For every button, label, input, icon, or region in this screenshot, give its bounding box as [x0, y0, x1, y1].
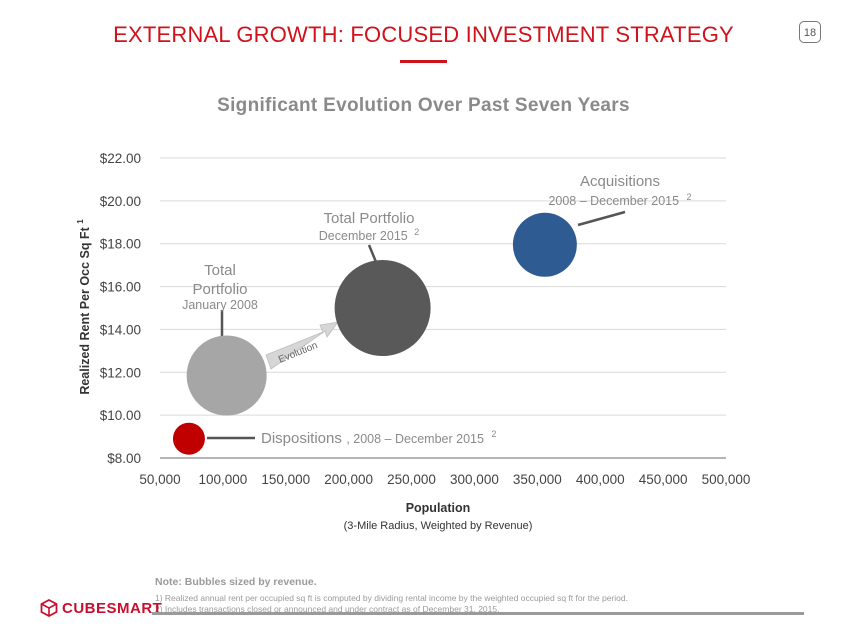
bubble-total-2015 — [334, 260, 431, 356]
x-tick-label: 500,000 — [702, 472, 751, 487]
label-total-2015-line2: December 2015 — [319, 229, 408, 243]
x-tick-label: 300,000 — [450, 472, 499, 487]
label-acq-line2-group: 2008 – December 2015 2 — [548, 192, 691, 209]
cube-icon — [40, 599, 58, 617]
y-tick-label: $20.00 — [100, 194, 141, 209]
label-total-2008-line2: Portfolio — [192, 281, 247, 298]
bubbles-layer — [172, 212, 577, 455]
label-dispositions-period: , 2008 – December 2015 — [346, 432, 484, 446]
x-tick-label: 50,000 — [139, 472, 180, 487]
x-tick-label: 450,000 — [639, 472, 688, 487]
y-axis-label: Realized Rent Per Occ Sq Ft 1 — [76, 219, 92, 395]
x-axis-sublabel: (3-Mile Radius, Weighted by Revenue) — [344, 520, 533, 532]
leader-acquisitions — [577, 210, 626, 227]
y-tick-label: $12.00 — [100, 365, 141, 380]
label-total-2015-sup: 2 — [414, 227, 419, 237]
x-axis-ticks: 50,000 100,000 150,000 200,000 250,000 300,00… — [139, 472, 750, 487]
label-total-2008-line1: Total — [204, 262, 236, 279]
x-tick-label: 400,000 — [576, 472, 625, 487]
bubble-total-2008 — [186, 335, 267, 416]
label-acq-sup: 2 — [687, 192, 692, 202]
note-main: Note: Bubbles sized by revenue. — [155, 576, 317, 588]
label-dispositions-name: Dispositions — [261, 430, 342, 447]
note-footnote-2: 2) Includes transactions closed or annou… — [155, 603, 500, 614]
x-tick-label: 200,000 — [324, 472, 373, 487]
y-axis-label-sup: 1 — [76, 219, 85, 224]
label-acq-line2: 2008 – December 2015 — [548, 194, 679, 208]
x-axis-label: Population — [406, 501, 471, 515]
label-total-2008-line3: January 2008 — [182, 298, 258, 312]
y-axis-label-group: Realized Rent Per Occ Sq Ft 1 — [76, 219, 92, 395]
y-tick-label: $8.00 — [107, 451, 141, 466]
title-underline — [400, 60, 447, 63]
label-dispositions-sup: 2 — [491, 429, 496, 439]
y-axis-label-text: Realized Rent Per Occ Sq Ft — [78, 226, 92, 394]
leader-total-2015 — [367, 244, 378, 263]
page-number-badge: 18 — [799, 21, 821, 43]
chart-subtitle: Significant Evolution Over Past Seven Ye… — [217, 95, 630, 116]
y-tick-label: $18.00 — [100, 237, 141, 252]
y-tick-label: $16.00 — [100, 280, 141, 295]
x-tick-label: 350,000 — [513, 472, 562, 487]
label-total-2015-line2-group: December 2015 2 — [319, 227, 419, 244]
y-tick-label: $10.00 — [100, 408, 141, 423]
label-dispositions: Dispositions , 2008 – December 2015 2 — [261, 429, 496, 447]
brand-name: CUBESMART — [62, 599, 163, 617]
label-total-2015-line1: Total Portfolio — [324, 210, 415, 227]
notes: Note: Bubbles sized by revenue. 1) Reali… — [155, 576, 628, 614]
bubble-chart: 50,000 100,000 150,000 200,000 250,000 300,00… — [76, 151, 750, 532]
x-tick-label: 150,000 — [261, 472, 310, 487]
x-tick-label: 250,000 — [387, 472, 436, 487]
bubble-dispositions — [172, 422, 205, 455]
y-tick-label: $22.00 — [100, 151, 141, 166]
footer-rule — [152, 612, 804, 615]
y-axis-ticks: $8.00 $10.00 $12.00 $14.00 $16.00 $18.00 $20.0… — [100, 151, 141, 466]
label-acq-line1: Acquisitions — [580, 173, 660, 190]
y-tick-label: $14.00 — [100, 322, 141, 337]
x-tick-label: 100,000 — [198, 472, 247, 487]
bubble-acquisitions — [512, 212, 577, 277]
brand-logo: CUBESMART — [40, 598, 162, 618]
note-footnote-1: 1) Realized annual rent per occupied sq … — [155, 593, 628, 603]
page-title: EXTERNAL GROWTH: FOCUSED INVESTMENT STRA… — [113, 22, 734, 47]
